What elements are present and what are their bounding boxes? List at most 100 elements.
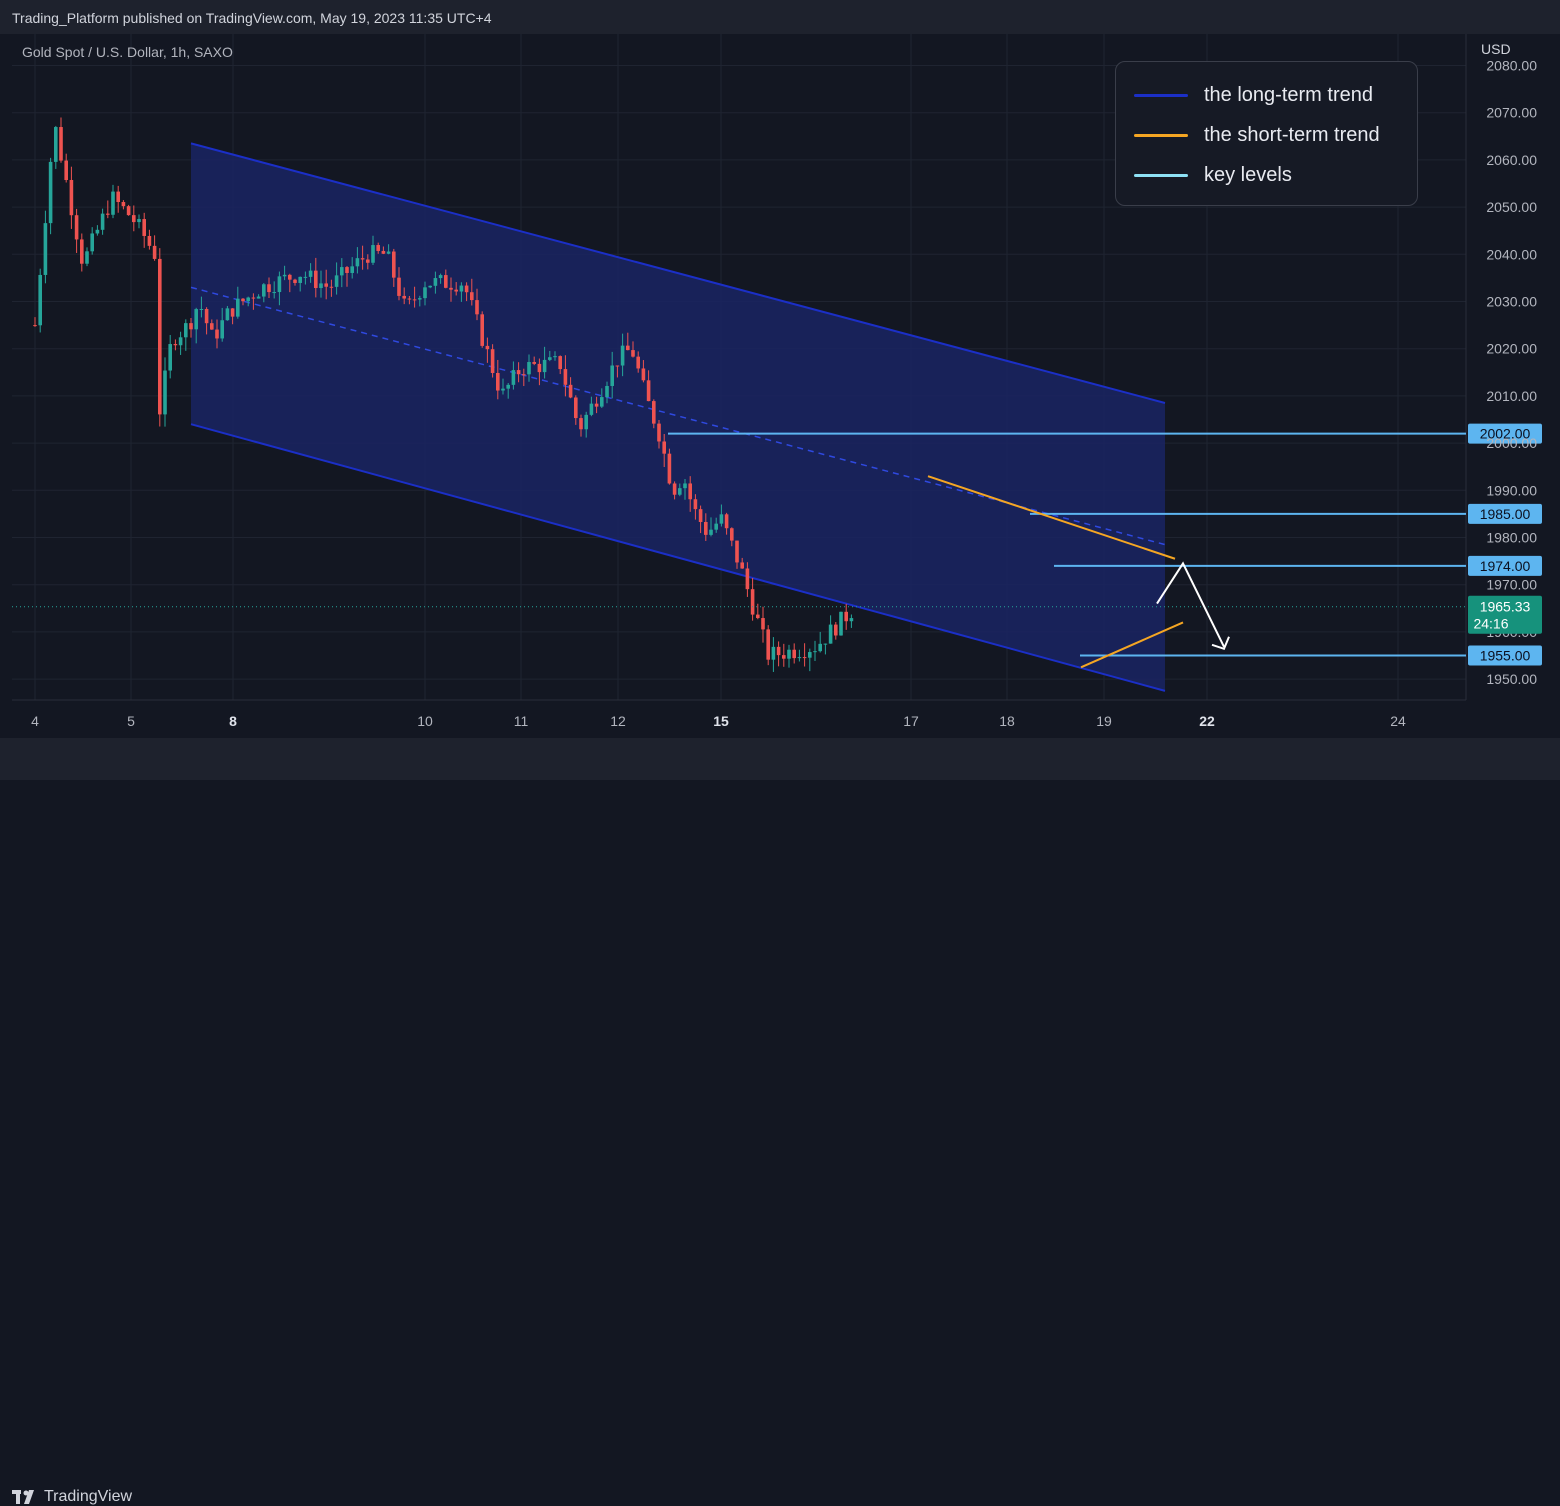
legend-long-term-swatch [1134,94,1188,97]
candle-body [350,266,354,273]
candle-body [709,529,713,535]
symbol-title: Gold Spot / U.S. Dollar, 1h, SAXO [22,44,233,60]
x-tick-label: 5 [127,713,135,729]
candle-body [839,611,843,636]
key-level-tag [1468,503,1542,524]
candle-body [319,283,323,289]
candle-body [766,629,770,660]
candle-body [485,345,490,350]
key-level-label: 1955.00 [1480,648,1531,664]
tradingview-logo-icon [12,1490,34,1504]
candle-body [464,285,469,293]
candle-body [355,258,360,267]
candle-body [454,289,458,292]
candle-body [340,267,344,276]
short-trend-lower-line [1080,621,1184,669]
x-tick-label: 10 [417,713,433,729]
candle-body [688,483,692,500]
key-level-label: 1985.00 [1480,506,1531,522]
candle-body [584,414,588,430]
candle-body [48,161,53,224]
candle-body [662,441,666,454]
candle-body [771,646,776,660]
candle-body [496,372,500,391]
y-tick-label: 2070.00 [1486,105,1537,121]
candle-body [126,206,131,216]
candle-body [111,191,115,215]
candle-body [147,235,152,246]
candle-body [693,499,698,510]
key-level-tag [1468,555,1542,576]
legend-long-term: the long-term trend [1134,84,1373,107]
y-tick-label: 2030.00 [1486,294,1537,310]
y-tick-label: 1970.00 [1486,577,1537,593]
candle-body [823,643,828,645]
candle-body [626,345,630,351]
candle-body [802,657,807,659]
candle-body [225,308,230,321]
candle-body [293,279,297,283]
candle-body [511,370,516,385]
candle-body [262,284,266,297]
candle-body [64,160,68,180]
x-tick-label: 17 [903,713,919,729]
candle-body [698,509,703,522]
candle-body [204,308,209,324]
candle-body [438,275,443,279]
candle-body [189,323,193,330]
candle-body [490,349,495,373]
legend-short-term: the short-term trend [1134,124,1380,147]
candle-body [589,403,594,415]
candle-body [392,251,396,278]
footer-bar: TradingView [0,738,1560,1505]
candle-body [449,287,453,290]
projection-arrow-head [1211,636,1230,651]
candle-body [428,285,432,288]
candle-body [173,344,178,346]
x-tick-label: 24 [1390,713,1406,729]
candle-body [267,284,271,293]
candle-body [641,368,646,381]
candle-body [116,191,120,203]
candle-body [121,202,126,207]
x-tick-label: 15 [713,713,729,729]
publish-info: Trading_Platform published on TradingVie… [12,10,492,26]
candle-body [272,292,276,294]
candle-body [366,259,370,263]
candle-body [288,274,292,280]
candle-body [178,337,183,346]
candle-body [631,350,635,357]
candle-body [470,292,474,301]
candle-body [756,614,760,619]
candle-body [402,295,406,299]
candle-body [475,300,479,315]
price-chart[interactable]: 2002.001985.001974.001955.001950.001960.… [0,0,1560,780]
y-tick-label: 2080.00 [1486,58,1537,74]
candle-body [80,239,84,264]
candle-body [568,384,573,398]
candle-body [334,275,339,287]
candle-body [59,127,63,161]
candle-body [558,356,562,370]
y-tick-label: 2000.00 [1486,435,1537,451]
candle-body [277,276,282,293]
candle-body [444,275,448,288]
candle-body [516,370,521,375]
candle-body [43,223,48,275]
candle-body [532,362,536,364]
candle-body [163,370,167,415]
candle-body [652,401,656,424]
x-tick-label: 12 [610,713,626,729]
candle-body [828,624,833,644]
candle-body [636,356,640,369]
channel-upper-line [190,142,1166,404]
y-tick-label: 2060.00 [1486,152,1537,168]
candle-body [808,652,812,658]
candle-body [33,325,37,327]
candle-body [745,568,750,590]
candle-body [329,286,334,288]
candle-body [537,363,542,373]
legend-long-term-label: the long-term trend [1204,84,1373,106]
tradingview-brand[interactable]: TradingView [12,1488,132,1506]
axis-currency[interactable]: USD [1481,41,1511,57]
